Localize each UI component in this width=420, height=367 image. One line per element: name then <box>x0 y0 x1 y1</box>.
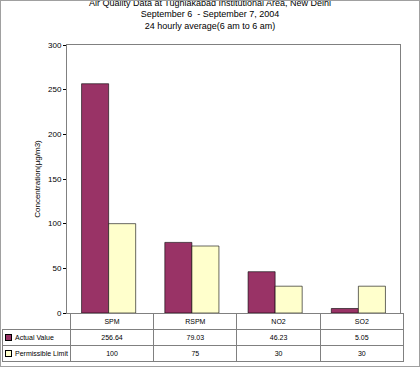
svg-text:50: 50 <box>52 264 61 273</box>
html-text:46.23: 46.23 <box>269 334 288 341</box>
svg-text:Concentration(µg/m3): Concentration(µg/m3) <box>33 140 42 218</box>
html-text:5.05: 5.05 <box>355 334 369 341</box>
svg-text:0: 0 <box>56 308 62 318</box>
svg-text:Air Quality Data at Tughlakaba: Air Quality Data at Tughlakabad Institut… <box>89 0 331 31</box>
svg-text:250: 250 <box>48 85 62 94</box>
html-text:30: 30 <box>357 350 366 357</box>
html-text:Permissible Limit: Permissible Limit <box>15 349 68 357</box>
svg-text:300: 300 <box>48 41 62 50</box>
html-text:79.03: 79.03 <box>186 334 204 341</box>
html-text:SPM: SPM <box>104 318 120 325</box>
html-text:256.64: 256.64 <box>101 334 123 341</box>
html-text:75: 75 <box>191 350 200 357</box>
svg-text:150: 150 <box>48 175 62 184</box>
html-text:Actual Value: Actual Value <box>15 333 54 341</box>
svg-text:100: 100 <box>48 219 62 228</box>
svg-text:200: 200 <box>48 130 62 139</box>
html-text:30: 30 <box>274 350 283 357</box>
html-text:SO2: SO2 <box>354 318 369 325</box>
html-text:RSPM: RSPM <box>185 318 206 325</box>
html-text:NO2: NO2 <box>271 318 286 325</box>
html-text:100: 100 <box>106 350 118 357</box>
